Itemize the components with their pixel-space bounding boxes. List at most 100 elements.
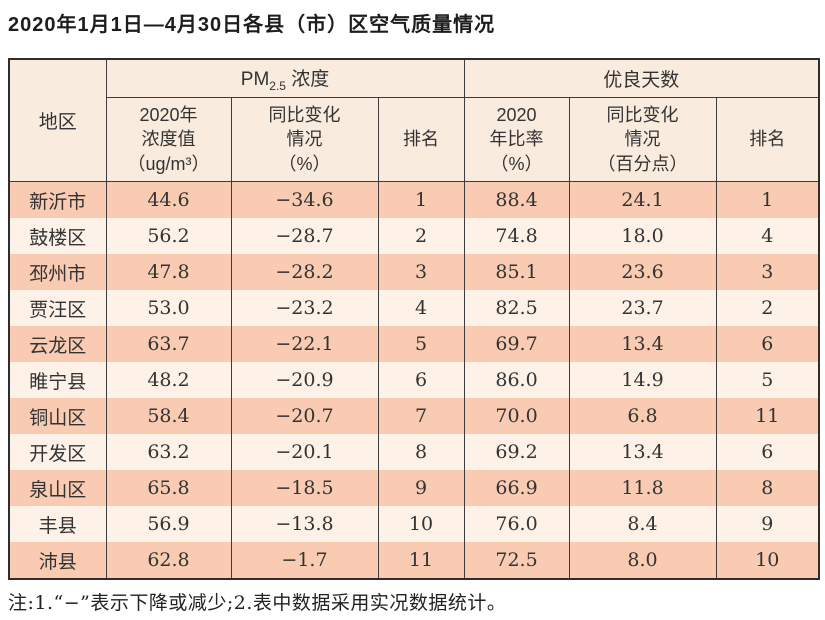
gooddays-change-cell: 8.0 [568,542,717,579]
table-row: 贾汪区 53.0 −23.2 4 82.5 23.7 2 [8,290,820,326]
pm25-change-cell: −20.9 [230,362,379,398]
region-cell: 新沂市 [8,181,107,218]
gooddays-change-cell: 24.1 [568,181,717,218]
table-row: 邳州市 47.8 −28.2 3 85.1 23.6 3 [8,254,820,290]
region-cell: 泉山区 [8,470,107,506]
gooddays-rank-cell: 5 [715,362,820,398]
pm25-value-cell: 63.2 [105,434,232,470]
header-gooddays-ratio: 2020 年比率 （%） [463,97,570,182]
pm25-value-cell: 62.8 [105,542,232,579]
gooddays-ratio-cell: 86.0 [463,362,570,398]
pm25-rank-cell: 11 [377,542,465,579]
gooddays-rank-cell: 6 [715,326,820,362]
pm25-change-cell: −22.1 [230,326,379,362]
pm25-change-cell: −28.2 [230,254,379,290]
pm25-label-prefix: PM [240,69,270,91]
gooddays-ratio-cell: 69.7 [463,326,570,362]
table-row: 鼓楼区 56.2 −28.7 2 74.8 18.0 4 [8,218,820,254]
pm25-value-cell: 65.8 [105,470,232,506]
region-cell: 贾汪区 [8,290,107,326]
header-pm25-rank: 排名 [377,97,465,182]
air-quality-table: 地区 PM2.5 浓度 优良天数 2020年 浓度值 （ug/m³） 同比变化 … [8,58,821,580]
gooddays-rank-cell: 3 [715,254,820,290]
pm25-rank-cell: 8 [377,434,465,470]
pm25-rank-cell: 10 [377,506,465,542]
region-cell: 云龙区 [8,326,107,362]
pm25-label-subscript: 2.5 [269,78,286,93]
pm25-change-cell: −23.2 [230,290,379,326]
gooddays-ratio-cell: 66.9 [463,470,570,506]
gooddays-ratio-cell: 85.1 [463,254,570,290]
header-region: 地区 [8,59,107,182]
table-row: 开发区 63.2 −20.1 8 69.2 13.4 6 [8,434,820,470]
header-group-good-days: 优良天数 [463,59,820,98]
page-title: 2020年1月1日—4月30日各县（市）区空气质量情况 [8,14,496,36]
pm25-value-cell: 47.8 [105,254,232,290]
header-gooddays-rank: 排名 [715,97,820,182]
gooddays-rank-cell: 11 [715,398,820,434]
table-row: 云龙区 63.7 −22.1 5 69.7 13.4 6 [8,326,820,362]
gooddays-ratio-cell: 69.2 [463,434,570,470]
pm25-value-cell: 53.0 [105,290,232,326]
region-cell: 鼓楼区 [8,218,107,254]
pm25-rank-cell: 9 [377,470,465,506]
pm25-change-cell: −18.5 [230,470,379,506]
region-cell: 睢宁县 [8,362,107,398]
table-row: 新沂市 44.6 −34.6 1 88.4 24.1 1 [8,181,820,218]
pm25-rank-cell: 7 [377,398,465,434]
gooddays-ratio-cell: 76.0 [463,506,570,542]
gooddays-change-cell: 6.8 [568,398,717,434]
pm25-value-cell: 56.2 [105,218,232,254]
gooddays-ratio-cell: 88.4 [463,181,570,218]
pm25-rank-cell: 1 [377,181,465,218]
region-cell: 丰县 [8,506,107,542]
gooddays-rank-cell: 6 [715,434,820,470]
gooddays-ratio-cell: 70.0 [463,398,570,434]
gooddays-ratio-cell: 82.5 [463,290,570,326]
pm25-change-cell: −20.7 [230,398,379,434]
footnote: 注:1.“−”表示下降或减少;2.表中数据采用实况数据统计。 [8,592,507,614]
header-pm25-change: 同比变化 情况 （%） [230,97,379,182]
header-group-pm25: PM2.5 浓度 [105,59,465,98]
pm25-rank-cell: 6 [377,362,465,398]
pm25-value-cell: 63.7 [105,326,232,362]
gooddays-rank-cell: 9 [715,506,820,542]
pm25-change-cell: −34.6 [230,181,379,218]
pm25-label-suffix: 浓度 [285,69,330,91]
gooddays-rank-cell: 4 [715,218,820,254]
gooddays-change-cell: 23.7 [568,290,717,326]
table-row: 沛县 62.8 −1.7 11 72.5 8.0 10 [8,542,820,579]
pm25-value-cell: 48.2 [105,362,232,398]
gooddays-change-cell: 8.4 [568,506,717,542]
pm25-change-cell: −13.8 [230,506,379,542]
header-pm25-value: 2020年 浓度值 （ug/m³） [105,97,232,182]
region-cell: 开发区 [8,434,107,470]
gooddays-rank-cell: 8 [715,470,820,506]
table-body: 新沂市 44.6 −34.6 1 88.4 24.1 1 鼓楼区 56.2 −28.7 2 74.8 1… [8,181,820,579]
pm25-value-cell: 56.9 [105,506,232,542]
table-header: 地区 PM2.5 浓度 优良天数 2020年 浓度值 （ug/m³） 同比变化 … [8,59,820,182]
pm25-value-cell: 44.6 [105,181,232,218]
gooddays-change-cell: 13.4 [568,434,717,470]
pm25-rank-cell: 2 [377,218,465,254]
pm25-value-cell: 58.4 [105,398,232,434]
table-row: 睢宁县 48.2 −20.9 6 86.0 14.9 5 [8,362,820,398]
gooddays-change-cell: 18.0 [568,218,717,254]
gooddays-ratio-cell: 72.5 [463,542,570,579]
table-row: 泉山区 65.8 −18.5 9 66.9 11.8 8 [8,470,820,506]
gooddays-ratio-cell: 74.8 [463,218,570,254]
gooddays-rank-cell: 10 [715,542,820,579]
gooddays-change-cell: 11.8 [568,470,717,506]
pm25-rank-cell: 5 [377,326,465,362]
region-cell: 沛县 [8,542,107,579]
region-cell: 邳州市 [8,254,107,290]
gooddays-rank-cell: 1 [715,181,820,218]
pm25-rank-cell: 3 [377,254,465,290]
gooddays-rank-cell: 2 [715,290,820,326]
pm25-change-cell: −20.1 [230,434,379,470]
pm25-change-cell: −28.7 [230,218,379,254]
region-cell: 铜山区 [8,398,107,434]
table-row: 铜山区 58.4 −20.7 7 70.0 6.8 11 [8,398,820,434]
pm25-change-cell: −1.7 [230,542,379,579]
